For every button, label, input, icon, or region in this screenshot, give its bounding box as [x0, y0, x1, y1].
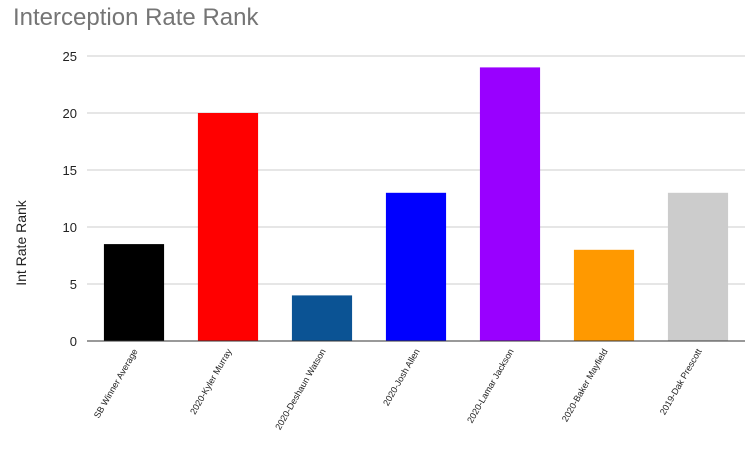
x-tick-label: 2019-Dak Prescott: [658, 347, 704, 417]
y-tick-label: 5: [70, 277, 77, 292]
x-tick-label: 2020-Deshaun Watson: [273, 347, 328, 431]
x-tick-label: 2020-Baker Mayfield: [560, 347, 610, 423]
x-tick-label: 2020-Lamar Jackson: [465, 347, 516, 425]
x-axis-ticks: SB Winner Average 2020-Kyler Murray 2020-D…: [92, 347, 704, 432]
x-tick-label: SB Winner Average: [92, 347, 140, 420]
y-axis-ticks: 0 5 10 15 20 25: [63, 49, 77, 349]
y-tick-label: 0: [70, 334, 77, 349]
y-tick-label: 15: [63, 163, 77, 178]
bar: [291, 295, 353, 341]
bar: [197, 113, 259, 341]
y-tick-label: 10: [63, 220, 77, 235]
y-axis-label: Int Rate Rank: [13, 199, 29, 286]
bar: [479, 67, 541, 342]
bar: [573, 249, 635, 341]
x-tick-label: 2020-Josh Allen: [381, 347, 422, 407]
y-tick-label: 25: [63, 49, 77, 64]
bar: [385, 192, 447, 341]
bars: [103, 67, 729, 342]
bar: [667, 192, 729, 341]
y-tick-label: 20: [63, 106, 77, 121]
bar: [103, 244, 165, 341]
chart-title: Interception Rate Rank: [13, 4, 259, 31]
x-tick-label: 2020-Kyler Murray: [188, 347, 234, 417]
